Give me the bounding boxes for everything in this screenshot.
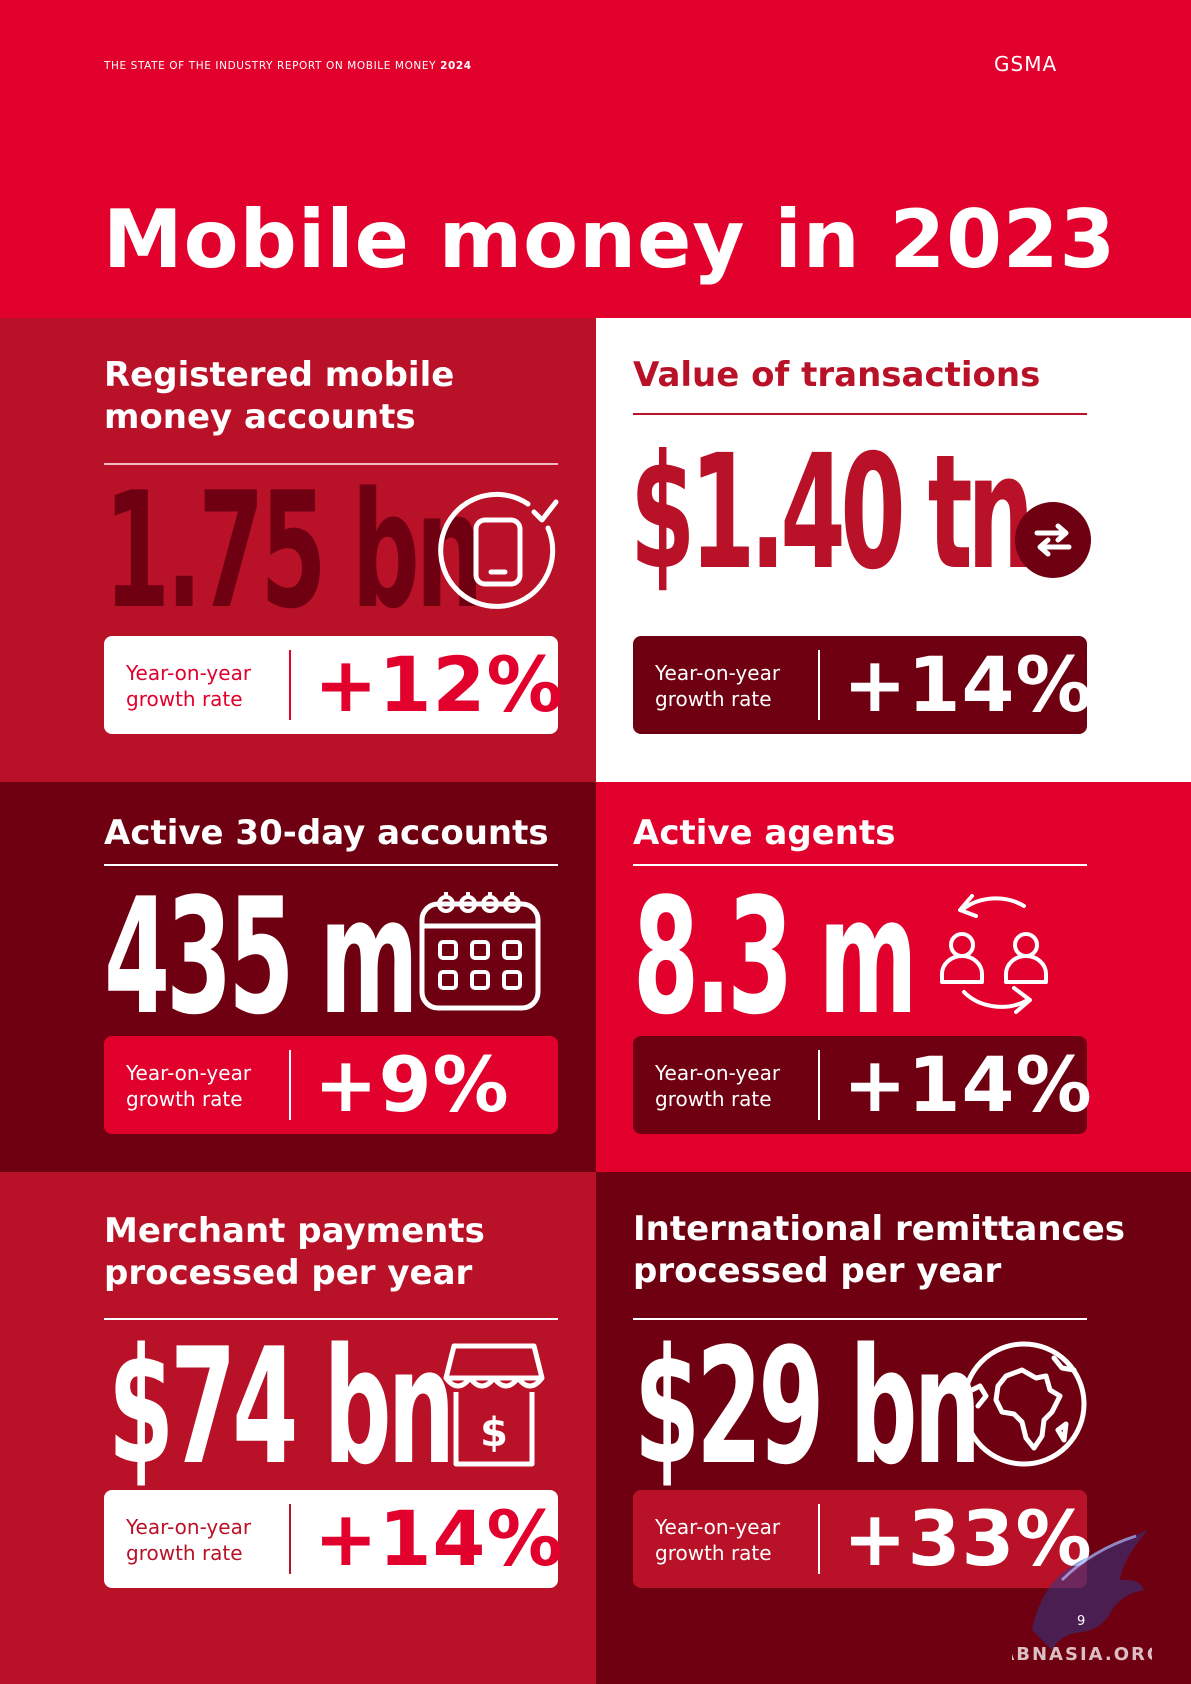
- panel-title-line1: International remittances: [633, 1209, 1126, 1249]
- panel-title: Active agents: [633, 813, 896, 853]
- growth-box: Year-on-year growth rate +14%: [104, 1490, 563, 1588]
- growth-label: Year-on-year growth rate: [126, 1060, 276, 1112]
- growth-label-line1: Year-on-year: [655, 1515, 781, 1539]
- panel-value: 435 m: [104, 863, 419, 1050]
- report-year: 2024: [440, 60, 472, 72]
- panel-title-line2: money accounts: [104, 397, 416, 437]
- growth-divider: [289, 1050, 291, 1120]
- panel-value: $74 bn: [108, 1313, 455, 1500]
- panel-value: $1.40 tn: [630, 421, 1034, 605]
- growth-label-line2: growth rate: [655, 1087, 772, 1111]
- header-band: THE STATE OF THE INDUSTRY REPORT ON MOBI…: [0, 0, 1191, 318]
- growth-box: Year-on-year growth rate +9%: [104, 1036, 558, 1134]
- watermark-logo: ABNASIA.ORG: [1012, 1530, 1152, 1665]
- panel-title: Registered mobile money accounts: [104, 354, 454, 438]
- growth-box: Year-on-year growth rate +33%: [633, 1490, 1092, 1588]
- growth-label-line1: Year-on-year: [126, 661, 252, 685]
- growth-label-line1: Year-on-year: [655, 1061, 781, 1085]
- growth-label-line1: Year-on-year: [126, 1061, 252, 1085]
- panel-rule: [633, 1318, 1087, 1320]
- gsma-logo: GSMA: [994, 52, 1058, 76]
- growth-value: +14%: [314, 1494, 564, 1583]
- growth-value: +12%: [314, 640, 564, 729]
- growth-label-line2: growth rate: [126, 1541, 243, 1565]
- growth-divider: [289, 1504, 291, 1574]
- panel-title: Active 30-day accounts: [104, 813, 549, 853]
- growth-label-line1: Year-on-year: [126, 1515, 252, 1539]
- report-line-text: THE STATE OF THE INDUSTRY REPORT ON MOBI…: [104, 60, 437, 72]
- panel-rule: [633, 413, 1087, 415]
- exchange-arrows-icon: [1015, 502, 1091, 578]
- panel-active-30-day-accounts: Active 30-day accounts 435 m Year-on-yea…: [0, 782, 596, 1172]
- growth-value: +33%: [843, 1494, 1093, 1583]
- growth-label-line2: growth rate: [126, 687, 243, 711]
- panel-merchant-payments: Merchant payments processed per year $74…: [0, 1172, 596, 1684]
- panel-title: Value of transactions: [633, 355, 1041, 395]
- growth-label: Year-on-year growth rate: [126, 660, 276, 712]
- panel-title: International remittances processed per …: [633, 1208, 1125, 1292]
- growth-divider: [818, 650, 820, 720]
- growth-label: Year-on-year growth rate: [126, 1514, 276, 1566]
- panel-rule: [104, 463, 558, 465]
- panel-rule: [104, 864, 558, 866]
- calendar-icon: [419, 892, 541, 1011]
- panel-active-agents: Active agents 8.3 m Year-on-year growth …: [596, 782, 1191, 1172]
- growth-label-line2: growth rate: [655, 1541, 772, 1565]
- growth-box: Year-on-year growth rate +14%: [633, 636, 1092, 734]
- panel-registered-accounts: Registered mobile money accounts 1.75 bn…: [0, 318, 596, 782]
- panel-title-line2: processed per year: [104, 1253, 473, 1293]
- mobile-check-icon: [438, 491, 559, 609]
- svg-text:ABNASIA.ORG: ABNASIA.ORG: [1012, 1644, 1152, 1665]
- growth-label: Year-on-year growth rate: [655, 1514, 805, 1566]
- growth-label-line2: growth rate: [655, 687, 772, 711]
- svg-text:$: $: [480, 1410, 508, 1456]
- page-title: Mobile money in 2023: [103, 193, 1117, 286]
- shop-dollar-icon: $: [443, 1343, 545, 1467]
- growth-value: +14%: [843, 640, 1093, 729]
- growth-label: Year-on-year growth rate: [655, 660, 805, 712]
- panel-value: 1.75 bn: [104, 457, 483, 644]
- growth-label-line2: growth rate: [126, 1087, 243, 1111]
- panel-title-line1: Merchant payments: [104, 1211, 485, 1251]
- panel-value: 8.3 m: [633, 863, 918, 1050]
- report-title-line: THE STATE OF THE INDUSTRY REPORT ON MOBI…: [104, 60, 472, 72]
- panel-title: Merchant payments processed per year: [104, 1210, 485, 1294]
- panel-rule: [633, 864, 1087, 866]
- agents-cycle-icon: [940, 894, 1048, 1014]
- growth-divider: [818, 1504, 820, 1574]
- growth-value: +14%: [843, 1040, 1093, 1129]
- growth-divider: [289, 650, 291, 720]
- globe-africa-icon: [961, 1341, 1087, 1467]
- panel-value: $29 bn: [634, 1313, 981, 1500]
- growth-label-line1: Year-on-year: [655, 661, 781, 685]
- panel-title-line1: Registered mobile: [104, 355, 455, 395]
- growth-box: Year-on-year growth rate +12%: [104, 636, 563, 734]
- growth-label: Year-on-year growth rate: [655, 1060, 805, 1112]
- panel-title-line2: processed per year: [633, 1251, 1002, 1291]
- panel-value-of-transactions: Value of transactions $1.40 tn Year-on-y…: [596, 318, 1191, 782]
- growth-value: +9%: [314, 1040, 510, 1129]
- growth-divider: [818, 1050, 820, 1120]
- panel-rule: [104, 1318, 558, 1320]
- page-number: 9: [1077, 1614, 1086, 1629]
- growth-box: Year-on-year growth rate +14%: [633, 1036, 1092, 1134]
